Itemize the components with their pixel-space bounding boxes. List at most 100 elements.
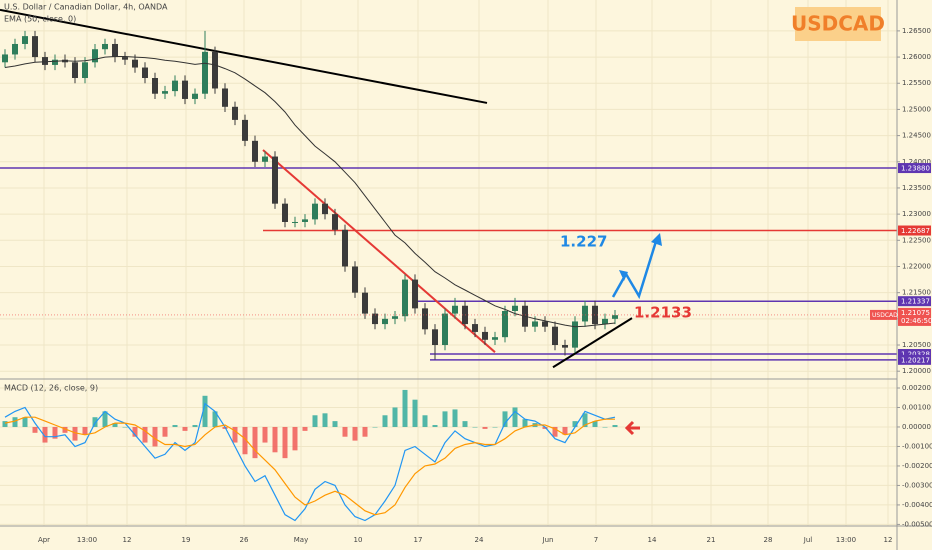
histogram-bar [42, 426, 48, 443]
level-tag-label: 1.20217 [901, 356, 930, 364]
y-tick-label: 1.26500 [902, 27, 931, 35]
y-tick-label: 0.00200 [902, 384, 931, 392]
candle-body [512, 305, 518, 311]
candle-body [442, 313, 448, 346]
symbol-price-tag [870, 309, 897, 320]
histogram-bar [462, 421, 468, 427]
histogram-bar [172, 425, 178, 427]
candle-body [162, 91, 168, 94]
y-tick-label: 1.24000 [902, 158, 931, 166]
y-tick-label: 1.21500 [902, 289, 931, 297]
level-tag [898, 354, 931, 365]
histogram-bar [452, 409, 458, 427]
level-tag-label: 1.22687 [901, 227, 930, 235]
candle-body [372, 313, 378, 325]
histogram-bar [562, 426, 568, 435]
level-tag-label: 1.23880 [901, 165, 930, 173]
candle-body [332, 214, 338, 230]
ema-line [4, 56, 616, 328]
histogram-bar [472, 426, 478, 428]
ema-legend: EMA (50, close, 0) [4, 15, 76, 24]
histogram-bar [182, 426, 188, 431]
histogram-bar [152, 426, 158, 447]
projection-arrow [611, 237, 659, 300]
candle-body [552, 326, 558, 346]
histogram-bar [332, 421, 338, 427]
candle-body [402, 279, 408, 317]
candle-body [252, 140, 258, 162]
y-tick-label: -0.00500 [902, 520, 932, 528]
histogram-bar [292, 426, 298, 451]
candle-body [302, 219, 308, 222]
x-tick-label: 17 [414, 536, 423, 544]
histogram-bar [612, 425, 618, 427]
x-tick-label: 12 [123, 536, 132, 544]
x-tick-label: 28 [764, 536, 773, 544]
macd-legend: MACD (12, 26, close, 9) [4, 384, 98, 393]
histogram-bar [92, 417, 98, 427]
signal-line [4, 416, 615, 516]
candle-body [182, 80, 188, 99]
candle-body [262, 156, 268, 162]
candle-body [342, 229, 348, 267]
x-tick-label: Apr [38, 536, 50, 544]
histogram-bar [382, 415, 388, 427]
level-tag [898, 225, 931, 236]
candle-body [482, 331, 488, 340]
macd-line [4, 402, 616, 522]
candle-body [172, 80, 178, 92]
x-tick-label: 10 [354, 536, 363, 544]
candle-body [32, 36, 38, 58]
histogram-bar [252, 426, 258, 459]
candle-body [72, 62, 78, 79]
x-tick-label: 24 [475, 536, 484, 544]
histogram-bar [12, 417, 18, 427]
histogram-bar [62, 426, 68, 433]
candle-body [232, 106, 238, 120]
level-tag-label: 1.21337 [901, 298, 930, 306]
candle-body [222, 88, 228, 107]
x-tick-label: Jun [542, 536, 554, 544]
candle-body [382, 318, 388, 325]
symbol-price-tag-label: USDCAD [872, 312, 898, 319]
candle-body [52, 59, 58, 65]
candle-body [572, 321, 578, 348]
y-tick-label: -0.00200 [902, 462, 932, 470]
candle-body [42, 57, 48, 65]
candle-body [352, 266, 358, 293]
candle-body [212, 51, 218, 89]
histogram-bar [272, 426, 278, 453]
symbol-title: U.S. Dollar / Canadian Dollar, 4h, OANDA [4, 3, 168, 12]
y-tick-label: 1.23000 [902, 210, 931, 218]
histogram-bar [542, 426, 548, 429]
x-tick-label: May [294, 536, 308, 544]
histogram-bar [402, 389, 408, 427]
candle-body [562, 345, 568, 348]
histogram-bar [482, 426, 488, 429]
histogram-bar [322, 413, 328, 427]
histogram-bar [442, 411, 448, 427]
candle-body [392, 316, 398, 319]
candle-body [102, 43, 108, 50]
histogram-bar [232, 426, 238, 443]
histogram-bar [132, 426, 138, 437]
y-tick-label: 1.26000 [902, 53, 931, 61]
y-tick-label: 0.00000 [902, 423, 931, 431]
macd-arrow [624, 420, 640, 436]
x-tick-label: 12 [884, 536, 893, 544]
candle-body [112, 43, 118, 58]
histogram-bar [392, 407, 398, 427]
candle-body [1, 54, 8, 63]
y-tick-label: 1.20000 [902, 367, 931, 375]
y-tick-label: 1.25000 [902, 105, 931, 113]
x-tick-label: 14 [648, 536, 657, 544]
grid [0, 0, 897, 526]
histogram-bar [82, 426, 88, 435]
level-tag [898, 296, 931, 307]
x-tick-label: 26 [240, 536, 249, 544]
candle-body [602, 318, 608, 325]
histogram-bar [102, 411, 108, 427]
level-annotation: 1.2133 [634, 304, 692, 322]
histogram-bar [592, 421, 598, 427]
x-tick-label: 13:00 [836, 536, 856, 544]
